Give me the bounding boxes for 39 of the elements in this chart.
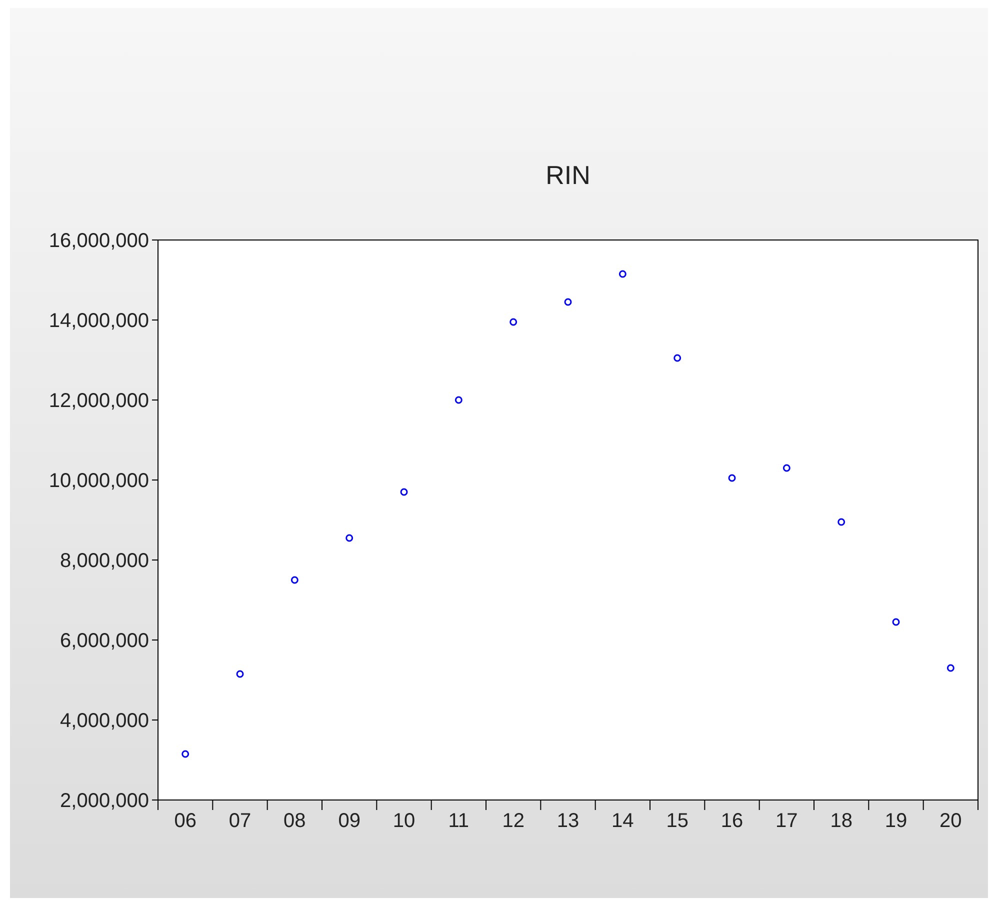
y-tick-label: 10,000,000 <box>48 470 149 492</box>
point <box>674 354 682 362</box>
y-tick-label: 12,000,000 <box>48 390 149 412</box>
x-tick-label: 09 <box>338 810 360 832</box>
y-tick-label: 2,000,000 <box>60 790 149 812</box>
x-tick-label: 11 <box>448 810 470 832</box>
point <box>290 576 298 584</box>
y-tick-label: 4,000,000 <box>60 710 149 732</box>
point <box>564 298 572 306</box>
point <box>838 518 846 526</box>
x-tick-label: 07 <box>228 810 252 832</box>
x-tick-label: 10 <box>392 810 416 832</box>
chart-title: RIN <box>546 160 590 190</box>
point <box>618 270 626 278</box>
y-tick-label: 6,000,000 <box>60 630 149 652</box>
x-tick-label: 06 <box>174 810 196 832</box>
x-tick-label: 12 <box>502 810 524 832</box>
y-tick-label: 16,000,000 <box>48 230 149 252</box>
x-tick-label: 15 <box>666 810 688 832</box>
x-tick-label: 08 <box>284 810 306 832</box>
point <box>782 464 790 472</box>
y-tick-label: 14,000,000 <box>48 310 149 332</box>
point <box>892 618 900 626</box>
point <box>946 664 954 672</box>
x-tick-label: 14 <box>612 810 634 832</box>
x-tick-label: 16 <box>720 810 744 832</box>
point <box>400 488 408 496</box>
x-tick-label: 13 <box>556 810 580 832</box>
point <box>454 396 462 404</box>
x-tick-label: 19 <box>884 810 908 832</box>
point <box>510 318 518 326</box>
x-tick-label: 17 <box>776 810 798 832</box>
x-tick-label: 20 <box>940 810 962 832</box>
point <box>236 670 244 678</box>
point <box>728 474 736 482</box>
point <box>182 750 190 758</box>
y-tick-label: 8,000,000 <box>60 550 149 572</box>
x-tick-label: 18 <box>830 810 852 832</box>
point <box>346 534 354 542</box>
